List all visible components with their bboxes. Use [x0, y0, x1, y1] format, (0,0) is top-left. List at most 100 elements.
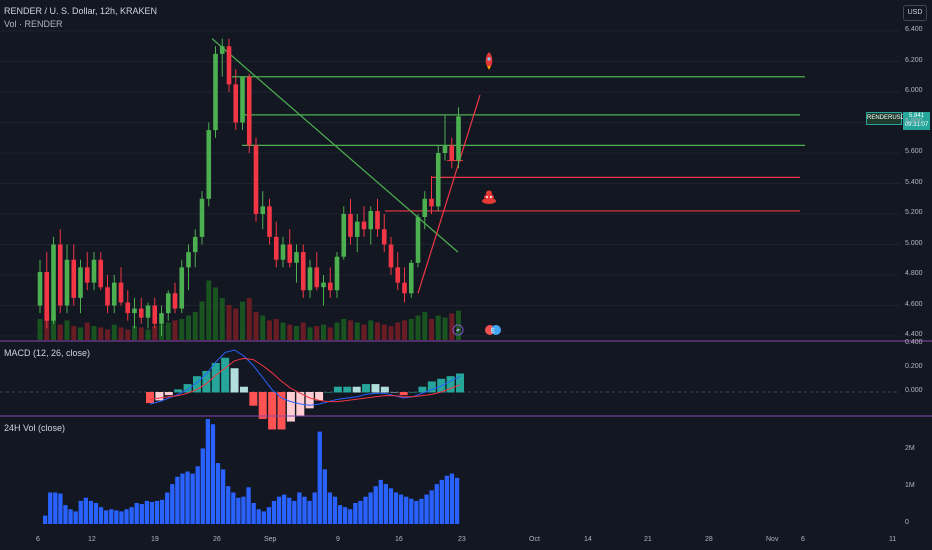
macd-histogram-bar	[230, 368, 239, 393]
vol24-bar	[373, 486, 378, 524]
vol24-bar	[226, 486, 231, 524]
vol24-bar	[282, 494, 287, 524]
vol24-bar	[246, 487, 251, 524]
candle-body	[132, 308, 137, 314]
time-tick: 6	[36, 536, 40, 543]
candle-body	[422, 198, 428, 218]
candlesticks	[37, 38, 461, 336]
vol24-bar	[368, 492, 373, 524]
price-tick: 5.600	[905, 148, 923, 155]
candle-body	[415, 217, 421, 263]
macd-histogram-bar	[268, 392, 277, 430]
time-tick: 11	[889, 536, 897, 543]
volume-bar	[381, 324, 387, 340]
vol24-bar	[241, 496, 246, 524]
last-price-box: 5.841 09:31:07	[903, 112, 930, 130]
candle-body	[273, 236, 279, 260]
time-tick: Nov	[766, 536, 779, 543]
volume-bar	[442, 317, 448, 340]
currency-button[interactable]: USD	[903, 5, 927, 21]
vol24-bar	[170, 484, 175, 524]
volume-bar	[260, 315, 266, 340]
volume-bar	[253, 312, 259, 340]
poop-icon	[482, 190, 496, 204]
macd-histogram-bar	[380, 386, 389, 393]
time-tick: 28	[705, 536, 713, 543]
candle-body	[91, 259, 97, 283]
price-tick: 5.200	[905, 209, 923, 216]
volume-bar	[118, 327, 124, 340]
vol24-bar	[398, 494, 404, 524]
price-tick: 6.400	[905, 26, 923, 33]
candle-body	[186, 252, 191, 268]
macd-line	[149, 349, 461, 406]
volume-bar	[192, 312, 198, 340]
macd-histogram-bar	[456, 373, 464, 393]
symbol-price-tag: RENDERUSD	[866, 112, 905, 125]
vol24-bar	[292, 500, 297, 524]
candle-body	[327, 282, 333, 291]
macd-histogram-bar	[192, 376, 201, 393]
vol24-bar	[195, 466, 200, 524]
volume-bar	[172, 320, 178, 340]
volume-bar	[199, 301, 205, 340]
trend-line-down	[211, 38, 459, 253]
candle-body	[246, 76, 252, 146]
volume-bar	[233, 308, 239, 340]
pane-separators[interactable]	[0, 340, 932, 417]
volume-bar	[348, 320, 353, 340]
time-tick: 6	[801, 536, 805, 543]
horizontal-levels[interactable]	[232, 76, 805, 212]
vol24-bar	[175, 476, 180, 524]
candle-body	[98, 259, 104, 288]
candle-body	[71, 259, 77, 298]
vol24-bar	[154, 500, 160, 524]
vol24-bar	[236, 497, 241, 524]
trend-line-up	[417, 94, 481, 294]
vol24-bar	[159, 499, 165, 524]
vol24-bar	[378, 479, 383, 524]
vol24-bar	[144, 500, 149, 524]
vol24-bar	[363, 496, 368, 524]
volume-bar	[37, 319, 43, 340]
candle-body	[226, 46, 232, 85]
candle-body	[118, 282, 124, 303]
volume-bar	[179, 319, 185, 340]
candle-body	[64, 259, 70, 306]
price-tick: 5.400	[905, 178, 923, 186]
vol24-bar	[287, 497, 292, 524]
volume-bar	[300, 322, 306, 340]
candle-body	[253, 145, 259, 214]
vol24-bar	[302, 496, 307, 524]
macd-histogram-bar	[221, 357, 230, 393]
vol24-bar	[297, 492, 302, 524]
vol24-bar	[185, 471, 190, 524]
candle-body	[51, 244, 56, 321]
candle-body	[145, 305, 151, 318]
volume-bar	[125, 329, 131, 340]
vol24-bar	[439, 479, 444, 524]
vol24-bar	[129, 507, 134, 524]
volume-bar	[327, 327, 333, 340]
volume-bar	[226, 305, 232, 340]
candle-body	[206, 130, 212, 199]
vol24-bar	[322, 469, 327, 524]
candle-body	[354, 221, 360, 237]
vol24-bar	[190, 473, 195, 524]
vol24-bar	[139, 504, 144, 524]
vol24-bar	[449, 473, 455, 524]
volume-bar	[84, 322, 90, 340]
volume-bar	[354, 322, 360, 340]
vol24-bar	[124, 509, 129, 524]
vol24-bar	[266, 507, 272, 524]
volume-bar	[280, 322, 286, 340]
macd-histogram-bar	[371, 384, 380, 393]
macd-histogram-bar	[333, 386, 342, 393]
volume-bar	[361, 324, 367, 340]
vol24-bar	[215, 463, 221, 524]
candle-body	[111, 282, 117, 306]
candle-body	[381, 229, 387, 245]
time-tick: 9	[336, 536, 340, 543]
candle-body	[125, 302, 131, 314]
